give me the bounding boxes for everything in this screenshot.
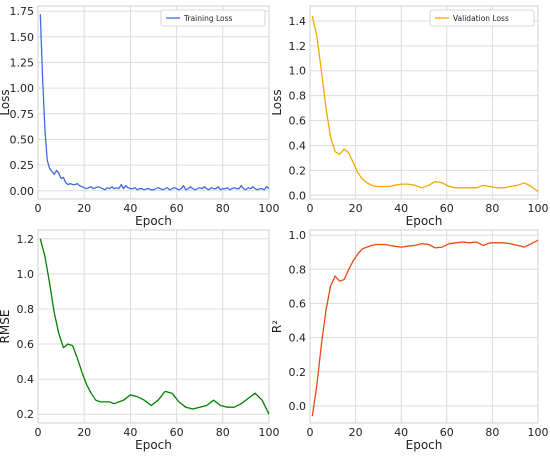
rmse-x-tick-label: 60 xyxy=(170,426,184,439)
training-loss-x-tick-label: 20 xyxy=(77,202,91,215)
validation-loss-legend-box xyxy=(429,9,535,27)
r2-frame xyxy=(309,229,539,424)
validation-loss-x-tick-label: 80 xyxy=(485,202,499,215)
training-loss-legend: Training Loss xyxy=(160,9,266,27)
r2-plot-area xyxy=(310,230,538,423)
validation-loss-x-tick-label: 40 xyxy=(394,202,408,215)
validation-loss-x-tick-label: 60 xyxy=(440,202,454,215)
validation-loss-panel: 0 20 40 60 80 100 0.0 0.2 0.4 0.6 0.8 1.0 1.2 1.4 Epoc… xyxy=(270,5,549,228)
r2-x-tick-label: 80 xyxy=(485,426,499,439)
r2-x-tick-label: 0 xyxy=(307,426,314,439)
rmse-x-tick-label: 100 xyxy=(259,426,280,439)
validation-loss-legend: Validation Loss xyxy=(429,9,535,27)
training-loss-y-axis-label: Loss xyxy=(0,89,12,115)
training-loss-series-line xyxy=(39,14,270,191)
validation-loss-y-tick-label: 0.8 xyxy=(289,90,307,103)
training-loss-panel: 0 20 40 60 80 100 0.00 0.25 0.50 0.75 1.00 1.25 1.50… xyxy=(0,5,280,228)
training-loss-x-tick-label: 100 xyxy=(259,202,280,215)
validation-loss-frame xyxy=(309,5,539,200)
r2-y-tick-label: 0.2 xyxy=(289,366,307,379)
training-loss-plot-area xyxy=(38,6,269,199)
validation-loss-x-tick-label: 100 xyxy=(528,202,549,215)
validation-loss-y-tick-label: 0.6 xyxy=(289,115,307,128)
r2-y-tick-label: 0.0 xyxy=(289,400,307,413)
rmse-y-axis-label: RMSE xyxy=(0,310,12,344)
rmse-y-tick-label: 0.6 xyxy=(17,338,35,351)
training-loss-legend-box xyxy=(160,9,266,27)
rmse-x-axis-label: Epoch xyxy=(135,438,172,452)
r2-x-tick-label: 100 xyxy=(528,426,549,439)
r2-series-line xyxy=(311,239,539,417)
r2-x-axis-label: Epoch xyxy=(406,438,443,452)
training-loss-y-tick-label: 1.75 xyxy=(10,5,35,18)
validation-loss-y-tick-label: 1.2 xyxy=(289,40,307,53)
training-loss-x-tick-label: 80 xyxy=(216,202,230,215)
training-loss-y-tick-label: 0.75 xyxy=(10,108,35,121)
r2-panel: 0 20 40 60 80 100 0.0 0.2 0.4 0.6 0.8 1.0 Epoch R² xyxy=(270,229,549,452)
validation-loss-x-axis-label: Epoch xyxy=(406,214,443,228)
validation-loss-series-line xyxy=(311,15,539,193)
rmse-x-tick-label: 80 xyxy=(216,426,230,439)
r2-x-tick-label: 20 xyxy=(349,426,363,439)
r2-y-tick-label: 0.8 xyxy=(289,263,307,276)
rmse-x-tick-label: 40 xyxy=(123,426,137,439)
training-loss-x-tick-label: 40 xyxy=(123,202,137,215)
training-loss-y-tick-label: 1.00 xyxy=(10,82,35,95)
rmse-frame xyxy=(37,229,270,424)
training-loss-y-tick-label: 0.50 xyxy=(10,133,35,146)
rmse-series-line xyxy=(39,238,270,415)
validation-loss-y-tick-label: 1.0 xyxy=(289,65,307,78)
training-loss-y-tick-label: 0.25 xyxy=(10,159,35,172)
r2-y-tick-label: 0.4 xyxy=(289,332,307,345)
r2-y-tick-label: 0.6 xyxy=(289,297,307,310)
rmse-y-tick-label: 0.4 xyxy=(17,373,35,386)
validation-loss-y-tick-label: 0.2 xyxy=(289,164,307,177)
validation-loss-legend-label: Validation Loss xyxy=(453,14,509,23)
rmse-y-tick-label: 1.0 xyxy=(17,268,35,281)
validation-loss-x-tick-label: 0 xyxy=(307,202,314,215)
rmse-y-tick-label: 0.2 xyxy=(17,408,35,421)
validation-loss-x-tick-label: 20 xyxy=(349,202,363,215)
validation-loss-y-tick-label: 0.4 xyxy=(289,139,307,152)
training-loss-frame xyxy=(37,5,270,200)
rmse-panel: 0 20 40 60 80 100 0.2 0.4 0.6 0.8 1.0 1.2 Epoch RMSE xyxy=(0,229,280,452)
r2-x-tick-label: 60 xyxy=(440,426,454,439)
rmse-plot-area xyxy=(38,230,269,423)
validation-loss-y-axis-label: Loss xyxy=(270,89,284,115)
training-loss-x-tick-label: 0 xyxy=(35,202,42,215)
rmse-y-tick-label: 0.8 xyxy=(17,303,35,316)
rmse-x-tick-label: 0 xyxy=(35,426,42,439)
r2-y-axis-label: R² xyxy=(270,320,284,333)
training-loss-legend-label: Training Loss xyxy=(183,14,233,23)
validation-loss-y-tick-label: 1.4 xyxy=(289,15,307,28)
validation-loss-plot-area xyxy=(310,6,538,199)
rmse-x-tick-label: 20 xyxy=(77,426,91,439)
training-loss-x-axis-label: Epoch xyxy=(135,214,172,228)
training-loss-y-tick-label: 1.50 xyxy=(10,31,35,44)
r2-y-tick-label: 1.0 xyxy=(289,229,307,242)
training-loss-y-tick-label: 1.25 xyxy=(10,56,35,69)
rmse-y-tick-label: 1.2 xyxy=(17,233,35,246)
validation-loss-y-tick-label: 0.0 xyxy=(289,189,307,202)
training-loss-y-tick-label: 0.00 xyxy=(10,185,35,198)
r2-x-tick-label: 40 xyxy=(394,426,408,439)
training-loss-x-tick-label: 60 xyxy=(170,202,184,215)
